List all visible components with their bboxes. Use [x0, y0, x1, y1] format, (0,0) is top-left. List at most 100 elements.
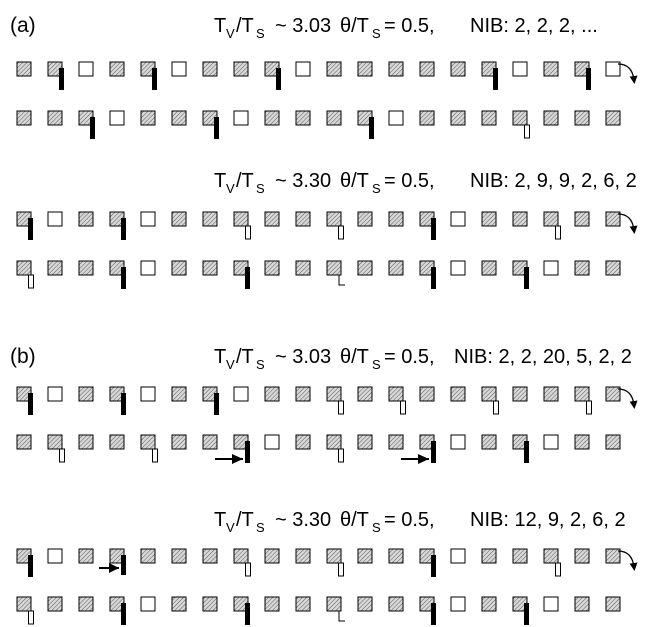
- hatched-site: [543, 548, 559, 564]
- hatched-site: [264, 596, 280, 612]
- filled-bar: [245, 441, 250, 463]
- hatched-site: [574, 386, 590, 402]
- ratio-label: T: [214, 509, 226, 531]
- hatched-site: [357, 260, 373, 276]
- hatched-site: [326, 211, 342, 227]
- outlined-bar: [338, 400, 344, 415]
- filled-bar: [121, 393, 126, 415]
- hatched-site: [481, 596, 497, 612]
- ratio-slash: /T: [236, 346, 254, 368]
- empty-site: [450, 260, 466, 276]
- filled-bar: [431, 603, 436, 625]
- empty-site: [450, 434, 466, 450]
- hatched-site: [78, 596, 94, 612]
- hatched-site: [202, 548, 218, 564]
- ratio-label: T: [214, 346, 226, 368]
- l-marker: [338, 275, 345, 286]
- empty-site: [388, 110, 404, 126]
- filled-bar: [431, 267, 436, 289]
- outlined-bar: [524, 124, 530, 139]
- hatched-site: [264, 260, 280, 276]
- hatched-site: [481, 211, 497, 227]
- theta-label: θ/T: [340, 509, 369, 531]
- outlined-bar: [245, 225, 251, 240]
- hatched-site: [78, 211, 94, 227]
- ratio-subscript-s: S: [256, 520, 265, 535]
- outlined-bar: [28, 610, 34, 625]
- cell-row: [16, 386, 638, 415]
- hatched-site: [140, 434, 156, 450]
- hatched-site: [512, 110, 528, 126]
- outlined-bar: [338, 562, 344, 577]
- filled-bar: [121, 267, 126, 289]
- filled-bar: [121, 218, 126, 240]
- filled-bar: [524, 267, 529, 289]
- filled-bar: [245, 603, 250, 625]
- hatched-site: [388, 61, 404, 77]
- outlined-bar: [493, 400, 499, 415]
- cell-row: [16, 596, 621, 625]
- filled-bar: [214, 117, 219, 139]
- run-header: T V /T S ~ 3.30 θ/T S = 0.5, NIB: 12, 9,…: [214, 509, 626, 535]
- empty-site: [543, 260, 559, 276]
- hatched-site: [481, 386, 497, 402]
- hatched-site: [388, 386, 404, 402]
- hatched-site: [574, 260, 590, 276]
- hatched-site: [357, 548, 373, 564]
- hatched-site: [357, 434, 373, 450]
- hatched-site: [450, 386, 466, 402]
- panel-a: (a) T V /T S ~ 3.03 θ/T S = 0.5, NIB: 2,…: [10, 14, 638, 289]
- run-header: T V /T S ~ 3.30 θ/T S = 0.5, NIB: 2, 9, …: [214, 170, 637, 196]
- cell-row: [16, 434, 621, 464]
- hatched-site: [16, 596, 32, 612]
- hatched-site: [171, 596, 187, 612]
- ratio-subscript-v: V: [226, 357, 235, 372]
- hatched-site: [388, 260, 404, 276]
- filled-bar: [152, 68, 157, 90]
- theta-value: = 0.5,: [384, 15, 435, 37]
- hatched-site: [357, 596, 373, 612]
- outlined-bar: [245, 562, 251, 577]
- theta-value: = 0.5,: [384, 509, 435, 531]
- panel-b: (b) T V /T S ~ 3.03 θ/T S = 0.5, NIB: 2,…: [10, 345, 638, 625]
- hatched-site: [605, 110, 621, 126]
- hatched-site: [78, 548, 94, 564]
- hatched-site: [295, 548, 311, 564]
- theta-subscript: S: [372, 26, 381, 41]
- filled-bar: [431, 218, 436, 240]
- outlined-bar: [400, 400, 406, 415]
- hatched-site: [605, 211, 621, 227]
- filled-bar: [369, 117, 374, 139]
- hatched-site: [295, 386, 311, 402]
- empty-site: [47, 211, 63, 227]
- hatched-site: [140, 110, 156, 126]
- empty-site: [233, 110, 249, 126]
- ratio-label: T: [214, 170, 226, 192]
- hatched-site: [574, 434, 590, 450]
- hatched-site: [16, 434, 32, 450]
- cell-row: [16, 110, 621, 139]
- run-header: T V /T S ~ 3.03 θ/T S = 0.5, NIB: 2, 2, …: [214, 346, 632, 372]
- hatched-site: [264, 211, 280, 227]
- hatched-site: [171, 211, 187, 227]
- hatched-site: [233, 548, 249, 564]
- hatched-site: [388, 596, 404, 612]
- wrap-arrow-icon: [617, 388, 638, 409]
- filled-bar: [28, 555, 33, 577]
- filled-bar: [586, 68, 591, 90]
- hatched-site: [605, 596, 621, 612]
- hatched-site: [202, 211, 218, 227]
- cell-row: [16, 211, 638, 240]
- hatched-site: [326, 110, 342, 126]
- filled-bar: [524, 441, 529, 463]
- outlined-bar: [555, 562, 561, 577]
- nib-sequence: NIB: 2, 2, 2, ...: [470, 15, 598, 37]
- hatched-site: [202, 596, 218, 612]
- filled-bar: [431, 555, 436, 577]
- nib-sequence: NIB: 12, 9, 2, 6, 2: [470, 509, 626, 531]
- hatched-site: [419, 386, 435, 402]
- filled-bar: [276, 68, 281, 90]
- hatched-site: [481, 548, 497, 564]
- hatched-site: [605, 548, 621, 564]
- empty-site: [605, 61, 621, 77]
